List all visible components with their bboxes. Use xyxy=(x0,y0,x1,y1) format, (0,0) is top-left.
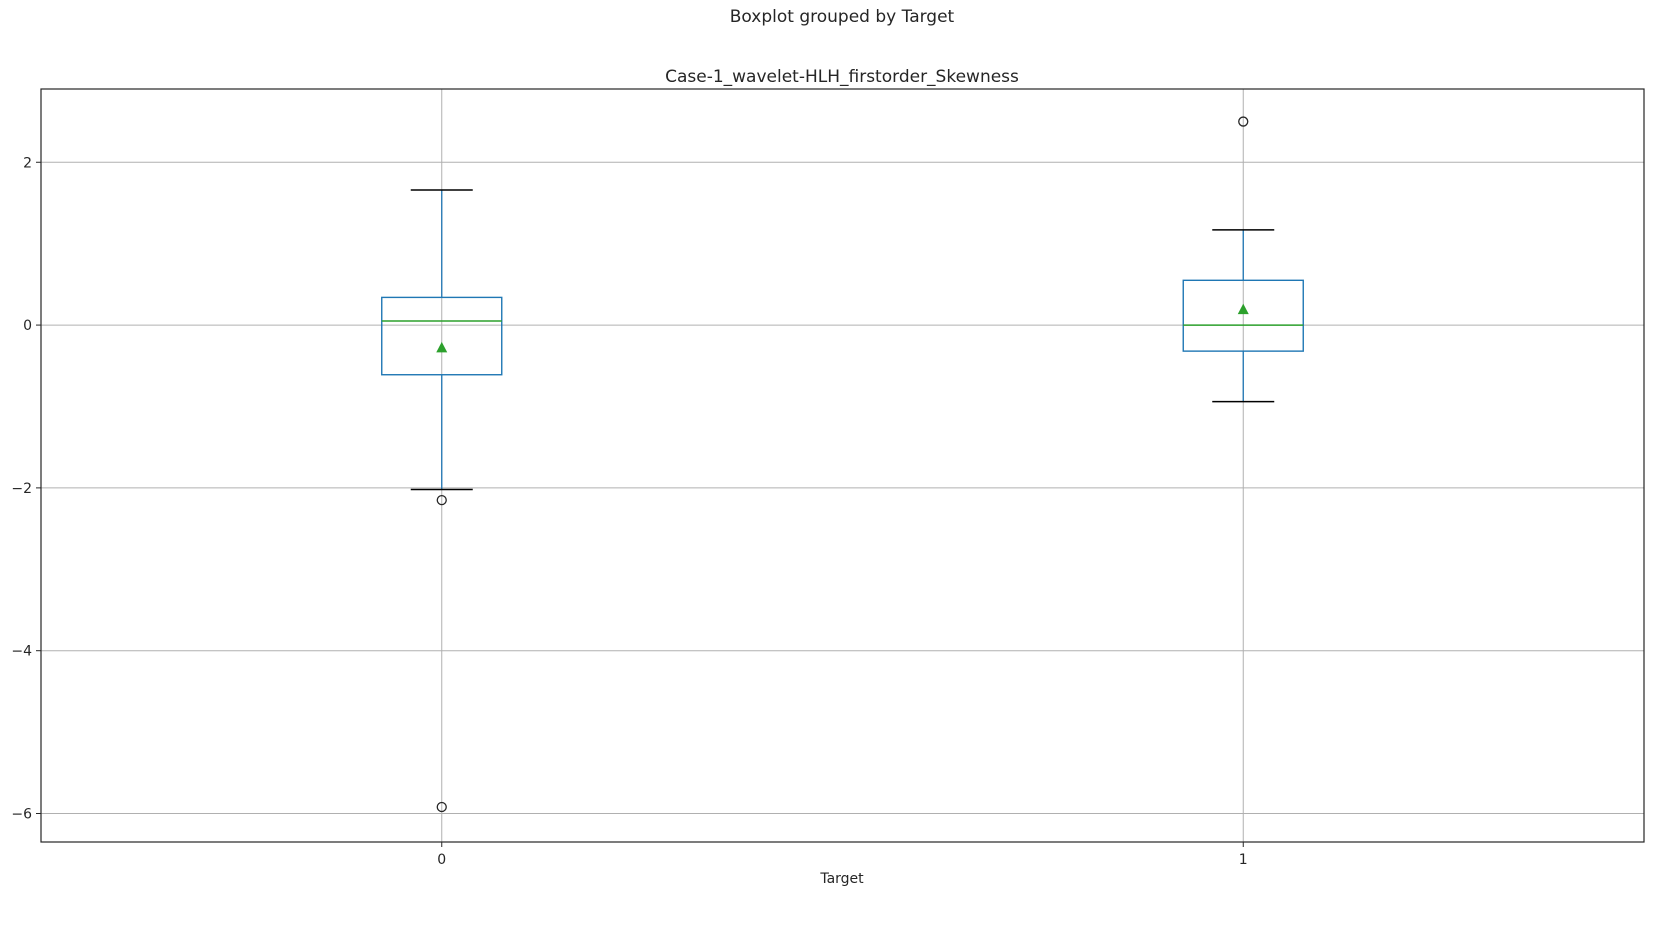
box-iqr xyxy=(1182,279,1304,352)
figure-suptitle: Boxplot grouped by Target xyxy=(730,7,955,27)
y-tick-label: −6 xyxy=(11,807,32,823)
x-axis-label: Target xyxy=(819,871,864,887)
grid-layer xyxy=(41,89,1644,842)
box-iqr xyxy=(381,296,503,376)
outlier-point xyxy=(436,801,447,813)
x-tick-label: 0 xyxy=(437,852,446,868)
box-layer xyxy=(381,116,1304,813)
y-tick-label: 0 xyxy=(23,318,32,334)
x-tick-label: 1 xyxy=(1239,852,1248,868)
mean-marker xyxy=(1237,303,1249,315)
y-tick-label: −2 xyxy=(11,481,32,497)
y-tick-label: −4 xyxy=(11,644,32,660)
tick-layer: −6 −4 −2 0 2 0 1 xyxy=(11,155,1247,868)
outlier-point xyxy=(1238,116,1249,127)
chart-title: Case-1_wavelet-HLH_firstorder_Skewness xyxy=(665,67,1019,87)
mean-marker xyxy=(436,341,448,353)
outlier-point xyxy=(436,494,447,506)
plot-frame xyxy=(40,88,1645,843)
y-tick-label: 2 xyxy=(23,155,32,171)
